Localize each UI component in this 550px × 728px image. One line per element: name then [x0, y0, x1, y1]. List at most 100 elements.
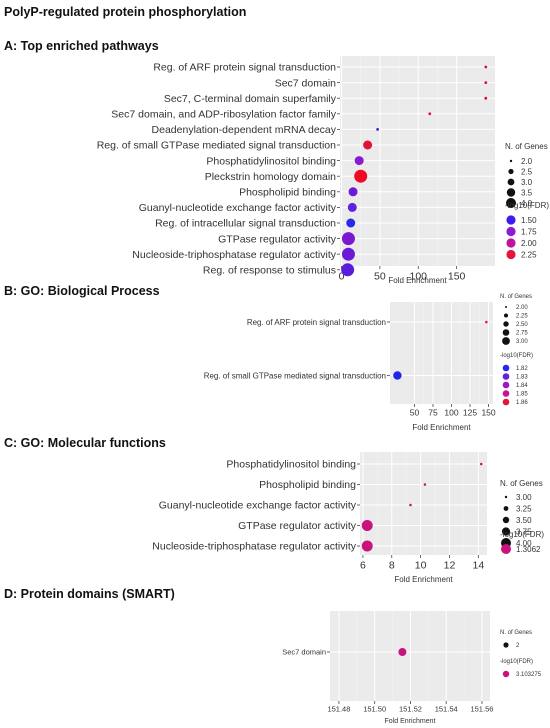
- category-label: Sec7, C-terminal domain superfamily: [164, 93, 337, 105]
- color-legend-label: 2.00: [521, 239, 537, 248]
- size-legend-label: 2.0: [521, 157, 533, 166]
- color-legend-label: 3.103275: [516, 672, 542, 678]
- x-tick-label: 0: [339, 271, 345, 283]
- x-axis-label: Fold Enrichment: [412, 423, 471, 432]
- category-label: GTPase regulator activity: [218, 233, 337, 245]
- x-tick-label: 125: [463, 408, 477, 418]
- category-label: Reg. of intracellular signal transductio…: [155, 218, 336, 230]
- size-legend-title: N. of Genes: [500, 294, 532, 300]
- data-point: [361, 520, 373, 531]
- x-tick-label: 50: [374, 271, 386, 283]
- color-legend-title: -log10(FDR): [500, 353, 533, 359]
- size-legend-key: [502, 329, 510, 336]
- category-label: Reg. of small GTPase mediated signal tra…: [97, 140, 336, 152]
- data-point: [361, 540, 373, 552]
- size-legend-key: [508, 168, 514, 175]
- size-legend-label: 3.50: [516, 516, 532, 525]
- category-label: Reg. of response to stimulus: [203, 264, 336, 276]
- size-legend-label: 2: [516, 643, 520, 649]
- size-legend-label: 3.00: [516, 493, 532, 502]
- data-point: [341, 247, 355, 261]
- color-legend-key: [501, 544, 511, 554]
- size-legend-key: [507, 178, 515, 186]
- color-legend-title: -log10(FDR): [500, 659, 533, 665]
- size-legend-label: 3.0: [521, 178, 533, 187]
- plot-background: [390, 302, 493, 404]
- data-point: [341, 232, 355, 246]
- color-legend-label: 1.83: [516, 375, 528, 381]
- size-legend-key: [509, 159, 513, 163]
- color-legend-label: 2.25: [521, 250, 537, 259]
- category-label: Sec7 domain: [282, 648, 326, 657]
- color-legend-key: [502, 398, 510, 406]
- x-tick-label: 151.54: [435, 705, 458, 714]
- x-tick-label: 12: [444, 560, 456, 572]
- chart-panel-d: D: Protein domains (SMART) 151.48 151.50 15…: [4, 587, 542, 725]
- x-axis-label: Fold Enrichment: [394, 575, 453, 584]
- x-tick-label: 14: [472, 560, 484, 572]
- x-tick-label: 8: [389, 560, 395, 572]
- category-label: Deadenylation-dependent mRNA decay: [152, 124, 337, 136]
- plot-background: [360, 452, 487, 555]
- size-legend-label: 4.00: [516, 539, 532, 548]
- data-point: [484, 81, 488, 84]
- size-legend-key: [503, 506, 509, 511]
- size-legend-key: [506, 188, 516, 197]
- data-point: [341, 263, 355, 277]
- size-legend-label: 3.75: [516, 527, 532, 536]
- data-point: [347, 202, 357, 212]
- category-label: Guanyl-nucleotide exchange factor activi…: [159, 500, 357, 512]
- x-tick-label: 150: [481, 408, 495, 418]
- color-legend-key: [502, 381, 510, 389]
- data-point: [409, 503, 412, 507]
- x-tick-label: 6: [360, 560, 366, 572]
- data-point: [428, 112, 432, 116]
- size-legend-key: [503, 321, 509, 327]
- panel-title: A: Top enriched pathways: [4, 39, 159, 53]
- size-legend-title: N. of Genes: [500, 630, 532, 636]
- x-tick-label: 100: [444, 408, 458, 418]
- category-label: Nucleoside-triphosphatase regulator acti…: [132, 249, 336, 261]
- x-tick-label: 151.52: [399, 705, 422, 714]
- x-tick-label: 100: [410, 271, 428, 283]
- color-legend-label: 1.75: [521, 227, 537, 236]
- figure-title: PolyP-regulated protein phosphorylation: [4, 5, 246, 19]
- color-legend-label: 1.3062: [516, 545, 541, 554]
- x-axis-label: Fold Enrichment: [388, 276, 447, 285]
- category-label: Pleckstrin homology domain: [205, 171, 336, 183]
- color-legend-key: [502, 364, 510, 372]
- size-legend-title: N. of Genes: [505, 142, 548, 151]
- color-legend-key: [502, 670, 510, 678]
- data-point: [484, 96, 488, 100]
- x-tick-label: 151.48: [327, 705, 350, 714]
- category-label: Sec7 domain, and ADP-ribosylation factor…: [111, 108, 336, 120]
- color-legend-label: 1.82: [516, 366, 528, 372]
- size-legend-label: 2.5: [521, 167, 533, 176]
- chart-panel-a: A: Top enriched pathways 0 50 100 150 Reg. of…: [4, 39, 549, 285]
- size-legend-label: 2.50: [516, 322, 528, 328]
- panel-title: C: GO: Molecular functions: [4, 436, 166, 450]
- size-legend-key: [504, 495, 508, 499]
- color-legend-key: [502, 390, 510, 397]
- panel-title: B: GO: Biological Process: [4, 284, 160, 298]
- data-point: [393, 371, 402, 380]
- size-legend-label: 3.00: [516, 339, 528, 345]
- category-label: Phosphatidylinositol binding: [226, 459, 356, 471]
- category-label: Sec7 domain: [275, 77, 336, 89]
- size-legend-label: 3.5: [521, 188, 533, 197]
- size-legend-label: 2.00: [516, 305, 528, 311]
- x-tick-label: 151.50: [363, 705, 386, 714]
- size-legend-key: [504, 313, 508, 318]
- color-legend-key: [502, 373, 510, 380]
- data-point: [376, 127, 379, 131]
- color-legend-label: 1.50: [521, 216, 537, 225]
- data-point: [479, 462, 483, 466]
- color-legend-label: 1.84: [516, 383, 528, 389]
- category-label: Reg. of ARF protein signal transduction: [153, 62, 336, 74]
- color-legend-key: [506, 249, 516, 260]
- size-legend-key: [502, 337, 510, 345]
- category-label: Phospholipid binding: [239, 186, 336, 198]
- size-legend-key: [501, 527, 511, 536]
- data-point: [346, 218, 356, 228]
